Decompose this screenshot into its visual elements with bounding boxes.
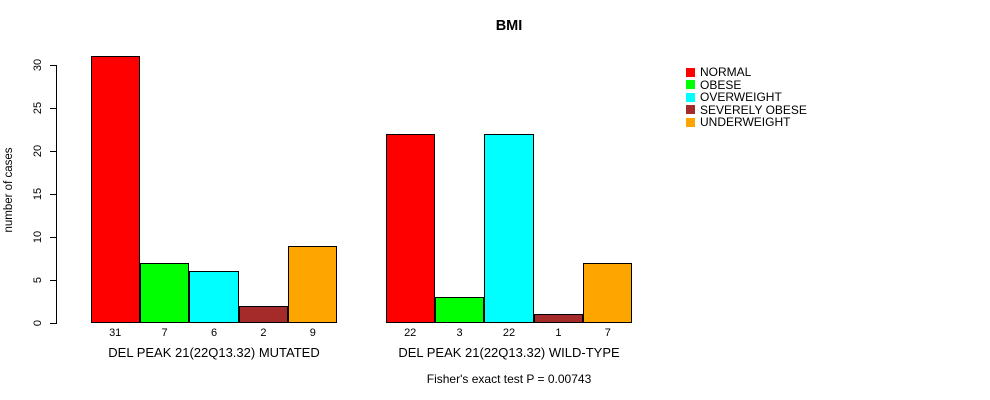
chart-title: BMI <box>495 18 523 34</box>
y-tick-mark <box>50 322 57 324</box>
legend-label: OBESE <box>700 77 742 92</box>
legend-item: SEVERELY OBESE <box>686 102 807 117</box>
legend-swatch <box>686 92 695 102</box>
bar-severely-obese <box>238 305 289 323</box>
bar-value-label: 1 <box>555 327 562 339</box>
bar-value-label: 3 <box>456 327 463 339</box>
legend-item: OBESE <box>686 77 807 92</box>
legend-label: SEVERELY OBESE <box>700 102 807 117</box>
legend-swatch <box>686 105 695 115</box>
legend-label: OVERWEIGHT <box>700 90 782 104</box>
y-tick-label: 30 <box>32 58 44 72</box>
y-tick-mark <box>50 150 57 152</box>
bar-normal <box>385 133 435 323</box>
legend-label: UNDERWEIGHT <box>700 115 791 129</box>
bar-value-label: 7 <box>604 327 611 339</box>
y-tick-label: 5 <box>32 276 44 284</box>
bar-value-label: 2 <box>260 327 267 339</box>
y-tick-mark <box>50 64 57 66</box>
bar-value-label: 6 <box>210 327 218 339</box>
bar-overweight <box>484 133 534 323</box>
y-tick-mark <box>50 107 57 109</box>
group-label-mutated: DEL PEAK 21(22Q13.32) MUTATED <box>108 345 320 360</box>
bar-underweight <box>288 245 338 323</box>
bar-obese <box>139 262 190 323</box>
y-tick-label: 25 <box>32 101 44 115</box>
legend: NORMAL OBESE OVERWEIGHT SEVERELY OBESE UNDER… <box>686 66 807 129</box>
bar-value-label: 9 <box>309 327 316 339</box>
legend-label: NORMAL <box>700 65 752 79</box>
footnote: Fisher's exact test P = 0.00743 <box>426 372 592 386</box>
bar-value-label: 7 <box>161 327 168 339</box>
y-tick-label: 10 <box>32 230 44 244</box>
legend-item: UNDERWEIGHT <box>686 116 807 129</box>
y-tick-label: 20 <box>32 144 44 158</box>
legend-item: OVERWEIGHT <box>686 91 807 104</box>
bar-severely-obese <box>533 314 584 323</box>
bar-normal <box>90 56 140 323</box>
y-tick-mark <box>50 236 57 238</box>
bar-value-label: 31 <box>109 327 122 339</box>
legend-swatch <box>686 80 695 90</box>
y-tick-mark <box>50 279 57 281</box>
bar-overweight <box>189 271 239 323</box>
group-label-wildtype: DEL PEAK 21(22Q13.32) WILD-TYPE <box>398 345 620 360</box>
bar-value-label: 22 <box>404 327 417 339</box>
y-tick-label: 15 <box>32 187 44 201</box>
y-tick-label: 0 <box>32 319 44 327</box>
y-axis-title: number of cases <box>3 147 15 233</box>
legend-swatch <box>686 67 695 77</box>
legend-item: NORMAL <box>686 66 807 79</box>
bar-underweight <box>583 262 633 323</box>
bar-obese <box>434 297 485 323</box>
y-tick-mark <box>50 193 57 195</box>
bar-value-label: 22 <box>502 327 516 339</box>
legend-swatch <box>686 117 695 127</box>
